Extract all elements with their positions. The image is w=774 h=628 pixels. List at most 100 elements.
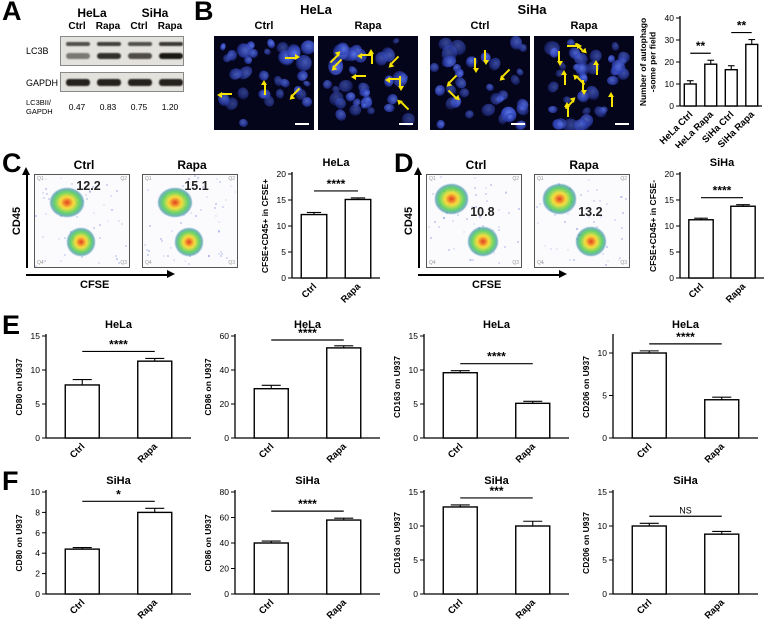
- cell-nucleus: [366, 107, 375, 116]
- scatter-dot: [81, 255, 84, 258]
- scatter-dot: [169, 246, 172, 249]
- cell-nucleus: [333, 107, 348, 123]
- scatter-dot: [593, 199, 596, 202]
- x-category-label: Rapa: [703, 597, 728, 622]
- y-tick-label: 40: [665, 13, 675, 23]
- scatter-dot: [587, 215, 590, 218]
- axis-arrowhead-up-icon: [414, 167, 423, 175]
- chart-title: SiHa: [710, 157, 735, 169]
- autophagosome-arrow-icon: [361, 54, 372, 57]
- y-tick-label: 10: [409, 521, 419, 531]
- scatter-dot: [485, 192, 488, 195]
- protein-band: [128, 42, 152, 46]
- scatter-dot: [172, 258, 175, 261]
- quadrant-label: Q2: [512, 176, 519, 182]
- cd86-chart-siha: SiHa CD86 on U937 0 20 40 60 80 Ctrl Rapa ****: [203, 472, 388, 624]
- cell-nucleus: [390, 37, 400, 45]
- scatter-dot: [470, 205, 473, 208]
- scatter-dot: [469, 259, 472, 262]
- scatter-dot: [44, 213, 47, 216]
- cell-nucleus: [547, 105, 558, 113]
- scatter-dot: [35, 264, 38, 267]
- axis-arrowhead-up-icon: [22, 167, 31, 175]
- scatter-dot: [489, 183, 492, 186]
- scatter-dot: [622, 211, 625, 214]
- y-tick-label: 60: [220, 513, 230, 523]
- cd45-axis-label: CD45: [403, 206, 415, 236]
- scatter-dot: [568, 259, 571, 262]
- scatter-dot: [206, 195, 209, 198]
- scatter-dot: [43, 259, 46, 262]
- scatter-dot: [187, 177, 190, 180]
- scatter-dot: [473, 187, 476, 189]
- image-label: Rapa: [570, 20, 598, 32]
- autophagosome-arrow-icon: [473, 58, 476, 69]
- y-axis-label: -some per field: [648, 32, 658, 92]
- y-tick-label: 0: [281, 273, 286, 283]
- scatter-dot: [105, 184, 108, 187]
- scatter-dot: [588, 179, 591, 182]
- scatter-dot: [70, 183, 73, 186]
- fluorescence-figure: Ctrl: [214, 20, 314, 130]
- scatter-dot: [620, 196, 623, 199]
- x-category-label: Rapa: [514, 597, 539, 622]
- scatter-dot: [619, 256, 622, 259]
- fluorescence-image: [534, 36, 634, 130]
- bar-Ctrl: [64, 384, 100, 439]
- scatter-dot: [553, 214, 556, 217]
- cd86-chart-hela: HeLa CD86 on U937 0 20 40 60 Ctrl Rapa ****: [203, 316, 388, 468]
- scatter-dot: [60, 259, 63, 262]
- scatter-dot: [456, 213, 459, 216]
- flow-plot-area: Q1 Q2 Q3 Q4 13.2: [534, 174, 630, 268]
- gated-percentage: 15.1: [184, 178, 209, 193]
- panel-letter-d: D: [394, 148, 414, 178]
- fluorescence-images: Ctrl Rapa Ctrl Rapa: [214, 20, 634, 130]
- bar-HeLa Ctrl: [683, 83, 697, 107]
- siha-phagocytosis-chart: SiHa CFSE+CD45+ in CFSE- 0 5 10 15 20 Ctrl Rapa *…: [648, 154, 772, 308]
- y-tick-label: 60: [220, 331, 230, 341]
- bar-Ctrl: [688, 219, 714, 279]
- scatter-dot: [121, 222, 124, 225]
- cell-nucleus: [238, 117, 250, 129]
- y-tick-label: 0: [669, 273, 674, 283]
- y-tick-label: 10: [598, 521, 608, 531]
- x-category-label: Ctrl: [68, 441, 87, 460]
- bar-Rapa: [515, 402, 551, 439]
- gated-percentage: 13.2: [578, 205, 603, 220]
- y-tick-label: 15: [31, 331, 41, 341]
- quadrant-label: Q3: [228, 260, 235, 266]
- scatter-dot: [92, 226, 95, 229]
- quadrant-label: Q2: [120, 176, 127, 182]
- quadrant-label: Q3: [512, 260, 519, 266]
- bar-Ctrl: [253, 542, 289, 595]
- siha-marker-charts: SiHa CD80 on U937 0 2 4 6 8 10 Ctrl Rapa * SiHa CD8…: [14, 472, 766, 624]
- scatter-dot: [614, 219, 617, 222]
- flow-plot-title: Ctrl: [465, 158, 487, 172]
- significance-label: **: [737, 19, 747, 33]
- image-label: Rapa: [354, 20, 382, 32]
- bar-chart-siha-cd80: SiHa CD80 on U937 0 2 4 6 8 10 Ctrl Rapa *: [14, 475, 191, 622]
- scatter-dot: [60, 176, 63, 179]
- y-tick-label: 10: [665, 221, 675, 231]
- scatter-dot: [498, 229, 501, 232]
- panel-e-hela-markers: E HeLa CD80 on U937 0 5 10 15 Ctrl Rapa **** HeL…: [0, 310, 774, 470]
- y-axis-label: Number of autophago: [638, 18, 648, 106]
- scatter-dot: [116, 258, 119, 261]
- y-tick-label: 15: [665, 195, 675, 205]
- panel-letter-c: C: [2, 148, 22, 178]
- cell-nucleus: [430, 61, 441, 74]
- x-category-label: Ctrl: [300, 281, 319, 300]
- cd206-chart-siha: SiHa CD206 on U937 0 5 10 15 Ctrl Rapa NS: [581, 472, 766, 624]
- bar-Ctrl: [300, 213, 328, 279]
- gated-percentage: 10.8: [470, 205, 495, 220]
- scatter-dot: [88, 189, 91, 192]
- scatter-dot: [78, 185, 81, 188]
- flow-plot-area: Q1 Q2 Q3 Q4 10.8: [426, 174, 522, 268]
- x-category-label: Rapa: [703, 441, 728, 466]
- significance-label: ****: [676, 330, 695, 344]
- scatter-dot: [575, 227, 578, 230]
- scatter-dot: [159, 238, 162, 241]
- scatter-dot: [219, 254, 222, 257]
- scatter-dot: [542, 262, 545, 265]
- quadrant-label: Q1: [537, 176, 544, 182]
